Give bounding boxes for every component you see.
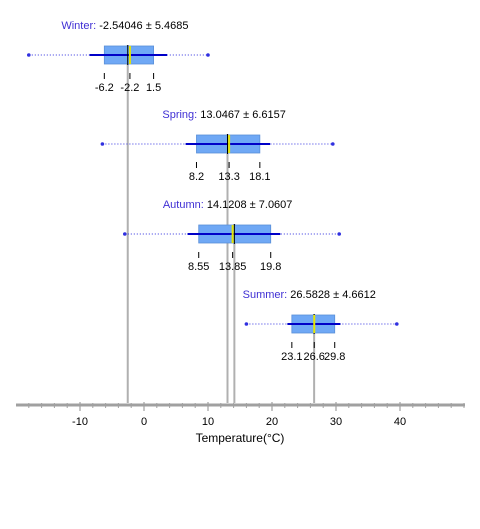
min-point (244, 322, 249, 326)
series-header: Autumn: 14.1208 ± 7.0607 (163, 199, 293, 211)
q3-label: 19.8 (260, 261, 281, 273)
max-point (337, 232, 342, 236)
series-spring: 8.2 13.3 18.1 Spring: 13.0467 ± 6.6157 (100, 109, 335, 183)
q3-label: 29.8 (324, 351, 345, 363)
series-header: Winter: -2.54046 ± 5.4685 (61, 20, 188, 32)
series-name: Summer: (243, 289, 288, 301)
max-point (206, 53, 210, 57)
boxes: -6.2 -2.2 1.5 Winter: -2.54046 ± 5.4685 8.2 1… (27, 20, 399, 363)
median-label: 26.6 (304, 351, 325, 363)
q1-label: 8.55 (188, 261, 209, 273)
q1-label: 8.2 (189, 171, 204, 183)
series-mean-sd: -2.54046 ± 5.4685 (96, 20, 188, 32)
max-point (331, 142, 335, 146)
min-point (100, 142, 105, 146)
q1-label: 23.1 (281, 351, 302, 363)
series-header: Spring: 13.0467 ± 6.6157 (162, 109, 285, 121)
series-mean-sd: 13.0467 ± 6.6157 (197, 109, 286, 121)
min-point (27, 53, 31, 57)
series-mean-sd: 14.1208 ± 7.0607 (204, 199, 293, 211)
x-axis: -10 0 10 20 30 40 (16, 402, 465, 428)
q3-label: 1.5 (146, 82, 161, 94)
series-name: Winter: (61, 20, 96, 32)
median-label: 13.3 (218, 171, 239, 183)
series-winter: -6.2 -2.2 1.5 Winter: -2.54046 ± 5.4685 (27, 20, 210, 94)
x-tick-label: 10 (202, 416, 214, 428)
median-label: 13.85 (219, 261, 247, 273)
x-axis-title: Temperature(°C) (196, 431, 285, 445)
series-summer: 23.1 26.6 29.8 Summer: 26.5828 ± 4.6612 (243, 289, 399, 363)
max-point (395, 322, 399, 326)
series-header: Summer: 26.5828 ± 4.6612 (243, 289, 376, 301)
q3-label: 18.1 (249, 171, 270, 183)
x-tick-label: 0 (141, 416, 147, 428)
series-mean-sd: 26.5828 ± 4.6612 (287, 289, 376, 301)
series-name: Spring: (162, 109, 197, 121)
mean-lines (126, 45, 316, 403)
median-label: -2.2 (120, 82, 139, 94)
x-tick-label: -10 (72, 416, 88, 428)
x-tick-label: 20 (266, 416, 278, 428)
x-tick-label: 40 (394, 416, 406, 428)
series-name: Autumn: (163, 199, 204, 211)
x-tick-label: 30 (330, 416, 342, 428)
q1-label: -6.2 (95, 82, 114, 94)
min-point (123, 232, 127, 236)
series-autumn: 8.55 13.85 19.8 Autumn: 14.1208 ± 7.0607 (123, 199, 342, 273)
